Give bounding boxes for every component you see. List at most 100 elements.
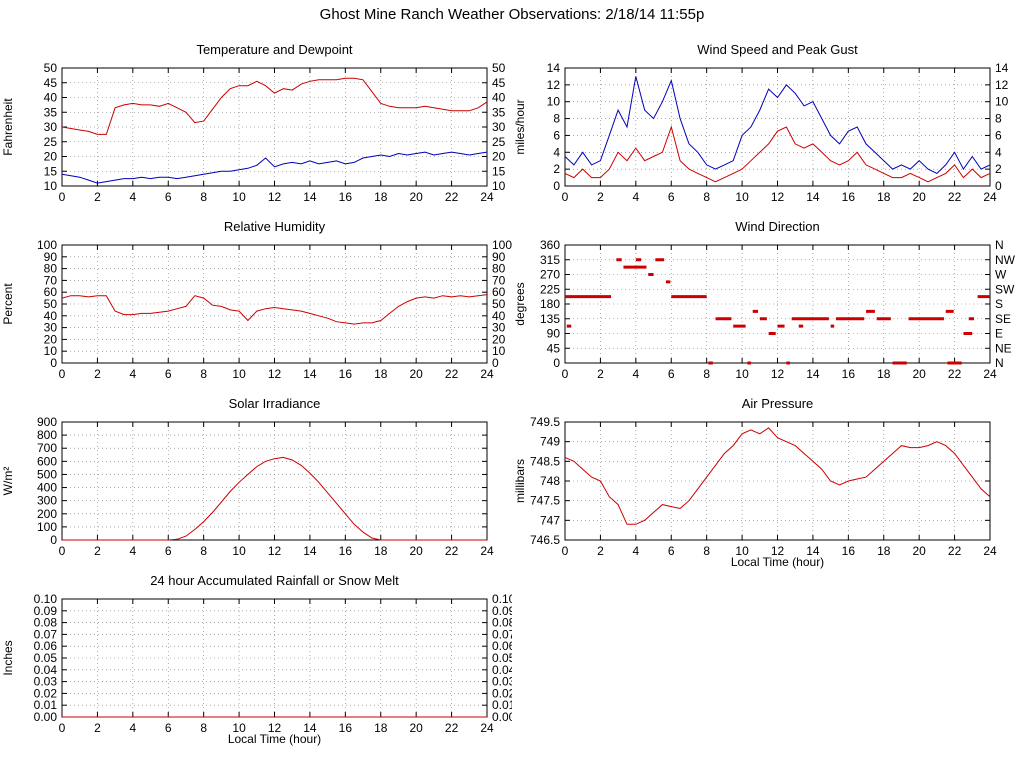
y-tick-label: 100 xyxy=(37,520,57,534)
y-tick-label: 80 xyxy=(44,262,58,276)
y-tick-label-right: 10 xyxy=(995,95,1009,109)
y-tick-label: 200 xyxy=(37,507,57,521)
chart-relative-humidity: 0 2 4 6 8 10 12 14 16 18 20 22 24 0 0 10 10 20 20 30 30 40 40 5… xyxy=(0,215,512,392)
x-tick-label: 10 xyxy=(232,544,246,558)
x-tick-label: 0 xyxy=(562,190,569,204)
x-tick-label: 22 xyxy=(445,721,459,735)
chart-temperature-dewpoint: 0 2 4 6 8 10 12 14 16 18 20 22 24 10 10 15 15 20 20 25 25 30 3… xyxy=(0,38,512,215)
y-tick-label: 0 xyxy=(50,533,57,547)
x-tick-label: 2 xyxy=(597,190,604,204)
x-tick-label: 16 xyxy=(842,367,856,381)
x-tick-label: 18 xyxy=(877,544,891,558)
y-tick-label-right: 30 xyxy=(492,321,506,335)
y-tick-label: 10 xyxy=(44,179,58,193)
y-tick-label-right: N xyxy=(995,238,1004,252)
y-tick-label-right: 0.01 xyxy=(492,698,512,712)
y-tick-label-right: 20 xyxy=(492,150,506,164)
y-tick-label-right: NW xyxy=(995,253,1016,267)
y-tick-label-right: 0 xyxy=(492,356,499,370)
y-tick-label: 0.00 xyxy=(34,710,58,724)
x-tick-label: 8 xyxy=(200,190,207,204)
x-tick-label: 12 xyxy=(268,544,282,558)
x-tick-label: 18 xyxy=(374,721,388,735)
y-tick-label: 270 xyxy=(540,268,560,282)
y-tick-label-right: 25 xyxy=(492,135,506,149)
y-tick-label: 700 xyxy=(37,441,57,455)
y-tick-label: 360 xyxy=(540,238,560,252)
chart-title: Solar Irradiance xyxy=(229,396,321,411)
x-tick-label: 10 xyxy=(232,367,246,381)
y-tick-label: 0.07 xyxy=(34,627,58,641)
y-tick-label: 70 xyxy=(44,273,58,287)
x-tick-label: 6 xyxy=(165,367,172,381)
x-tick-label: 16 xyxy=(339,190,353,204)
y-tick-label: 2 xyxy=(553,162,560,176)
series-wind-speed xyxy=(564,125,991,183)
x-tick-label: 6 xyxy=(668,544,675,558)
x-tick-label: 16 xyxy=(339,367,353,381)
y-tick-label-right: 14 xyxy=(995,61,1009,75)
y-tick-label: 50 xyxy=(44,297,58,311)
x-tick-label: 24 xyxy=(480,367,494,381)
y-tick-label: 45 xyxy=(44,76,58,90)
x-tick-label: 16 xyxy=(339,721,353,735)
x-tick-label: 14 xyxy=(806,544,820,558)
y-tick-label: 747.5 xyxy=(530,494,560,508)
y-tick-label: 90 xyxy=(44,250,58,264)
y-tick-label: 180 xyxy=(540,297,560,311)
x-tick-label: 16 xyxy=(842,190,856,204)
chart-wind-direction: 0 2 4 6 8 10 12 14 16 18 20 22 24 0 N 45 NE 90 E 135 SE 180 S 2… xyxy=(512,215,1024,392)
x-tick-label: 12 xyxy=(268,367,282,381)
chart-solar-irradiance: 0 2 4 6 8 10 12 14 16 18 20 22 24 0 100 200 300 400 500 600… xyxy=(0,392,512,569)
x-tick-label: 12 xyxy=(268,721,282,735)
y-tick-label-right: 35 xyxy=(492,105,506,119)
x-tick-label: 2 xyxy=(597,367,604,381)
y-tick-label: 12 xyxy=(547,78,561,92)
y-tick-label: 135 xyxy=(540,312,560,326)
x-tick-label: 10 xyxy=(232,721,246,735)
y-tick-label-right: 6 xyxy=(995,128,1002,142)
y-tick-label: 30 xyxy=(44,120,58,134)
x-tick-label: 22 xyxy=(445,190,459,204)
x-tick-label: 0 xyxy=(59,721,66,735)
x-tick-label: 24 xyxy=(480,190,494,204)
x-tick-label: 8 xyxy=(703,544,710,558)
chart-canvas-air-pressure: 0 2 4 6 8 10 12 14 16 18 20 22 24746.5747747.5748748… xyxy=(513,396,997,569)
x-tick-label: 0 xyxy=(562,544,569,558)
page-title: Ghost Mine Ranch Weather Observations: 2… xyxy=(319,6,705,23)
x-tick-label: 12 xyxy=(771,544,785,558)
x-tick-label: 8 xyxy=(703,190,710,204)
y-tick-label: 748 xyxy=(540,474,560,488)
y-tick-label: 600 xyxy=(37,454,57,468)
x-tick-label: 22 xyxy=(445,367,459,381)
x-tick-label: 14 xyxy=(806,367,820,381)
x-tick-label: 8 xyxy=(200,367,207,381)
y-tick-label: 500 xyxy=(37,467,57,481)
y-tick-label-right: 12 xyxy=(995,78,1009,92)
x-tick-label: 22 xyxy=(948,367,962,381)
chart-canvas-solar-irradiance: 0 2 4 6 8 10 12 14 16 18 20 22 240100200300400500600… xyxy=(1,396,494,558)
x-tick-label: 4 xyxy=(129,190,136,204)
chart-title: 24 hour Accumulated Rainfall or Snow Mel… xyxy=(150,573,399,588)
y-tick-label-right: 15 xyxy=(492,164,506,178)
y-tick-label-right: 80 xyxy=(492,262,506,276)
series-dewpoint xyxy=(61,151,488,184)
y-tick-label: 40 xyxy=(44,309,58,323)
y-tick-label: 10 xyxy=(44,344,58,358)
y-tick-label-right: W xyxy=(995,268,1007,282)
x-tick-label: 18 xyxy=(374,544,388,558)
y-tick-label: 0.04 xyxy=(34,663,58,677)
y-tick-label: 50 xyxy=(44,61,58,75)
x-tick-label: 24 xyxy=(983,544,997,558)
x-tick-label: 4 xyxy=(129,544,136,558)
y-tick-label-right: S xyxy=(995,297,1003,311)
x-tick-label: 14 xyxy=(303,721,317,735)
y-tick-label-right: 0.00 xyxy=(492,710,512,724)
y-tick-label-right: 40 xyxy=(492,91,506,105)
x-tick-label: 24 xyxy=(983,190,997,204)
y-tick-label-right: 40 xyxy=(492,309,506,323)
y-tick-label-right: 100 xyxy=(492,238,512,252)
x-tick-label: 6 xyxy=(165,190,172,204)
x-tick-label: 14 xyxy=(303,367,317,381)
